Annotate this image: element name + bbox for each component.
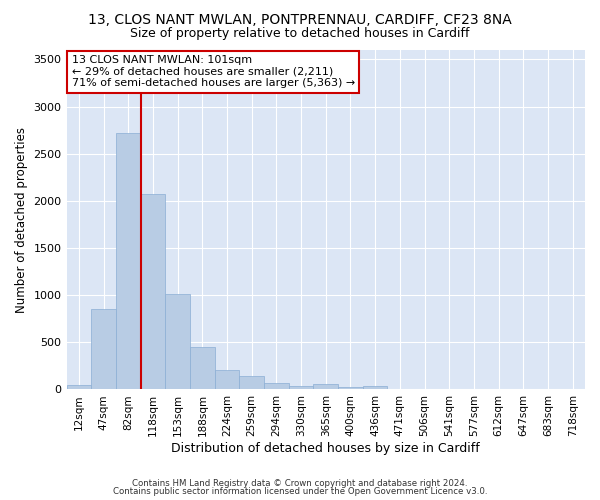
Bar [338,386,363,390]
Bar [165,294,190,390]
Bar [264,383,289,390]
Bar [388,388,412,390]
Text: Contains public sector information licensed under the Open Government Licence v3: Contains public sector information licen… [113,487,487,496]
Bar [363,386,388,390]
Text: Size of property relative to detached houses in Cardiff: Size of property relative to detached ho… [130,28,470,40]
Text: Contains HM Land Registry data © Crown copyright and database right 2024.: Contains HM Land Registry data © Crown c… [132,478,468,488]
Bar [140,194,165,390]
Bar [91,310,116,390]
Bar [67,384,91,390]
Bar [289,386,313,390]
Bar [313,384,338,390]
X-axis label: Distribution of detached houses by size in Cardiff: Distribution of detached houses by size … [172,442,480,455]
Text: 13 CLOS NANT MWLAN: 101sqm
← 29% of detached houses are smaller (2,211)
71% of s: 13 CLOS NANT MWLAN: 101sqm ← 29% of deta… [72,55,355,88]
Bar [190,346,215,390]
Y-axis label: Number of detached properties: Number of detached properties [15,126,28,312]
Bar [116,133,140,390]
Bar [215,370,239,390]
Text: 13, CLOS NANT MWLAN, PONTPRENNAU, CARDIFF, CF23 8NA: 13, CLOS NANT MWLAN, PONTPRENNAU, CARDIF… [88,12,512,26]
Bar [239,376,264,390]
